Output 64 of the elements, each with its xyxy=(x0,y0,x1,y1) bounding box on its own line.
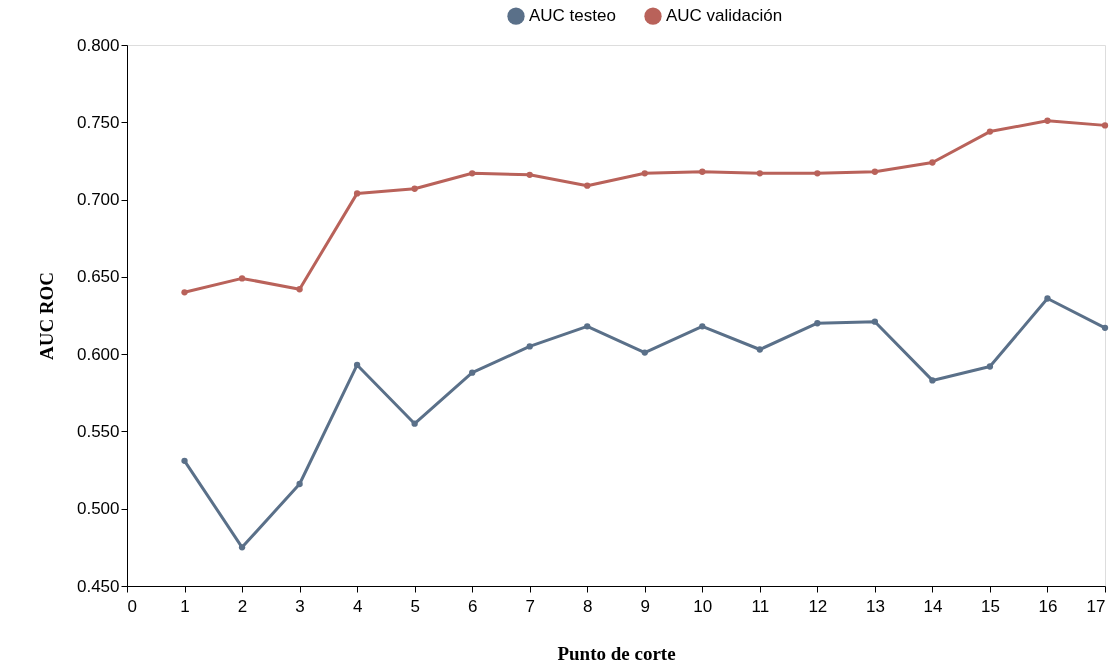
y-tick-label: 0.600 xyxy=(76,344,120,364)
point xyxy=(469,369,476,376)
x-tick-label: 11 xyxy=(751,596,770,616)
point xyxy=(238,275,246,282)
legend-label: AUC testeo xyxy=(529,6,616,26)
point xyxy=(929,159,936,166)
x-tick-label: 7 xyxy=(525,596,535,616)
x-tick-label: 9 xyxy=(640,596,650,616)
point xyxy=(411,185,418,192)
x-tick-label: 3 xyxy=(295,596,305,616)
y-tick-label: 0.650 xyxy=(76,267,120,287)
point xyxy=(353,190,361,197)
legend-label: AUC validación xyxy=(666,6,783,26)
x-tick-label: 5 xyxy=(410,596,420,616)
x-tick-label: 4 xyxy=(352,596,363,616)
point xyxy=(871,168,879,175)
point xyxy=(814,170,821,177)
y-tick-label: 0.750 xyxy=(76,112,120,132)
x-tick-label: 8 xyxy=(583,596,593,616)
x-tick-label: 13 xyxy=(865,596,885,616)
point xyxy=(469,170,476,177)
y-axis-title: AUC ROC xyxy=(35,271,57,361)
x-tick-label: 15 xyxy=(980,596,1000,616)
x-tick-label: 2 xyxy=(237,596,248,616)
point xyxy=(699,323,706,330)
point xyxy=(411,420,418,427)
point xyxy=(1101,324,1109,332)
point xyxy=(1101,122,1109,129)
point xyxy=(584,323,591,330)
point xyxy=(986,128,994,135)
point xyxy=(986,363,994,370)
x-axis-title: Punto de corte xyxy=(557,642,676,664)
y-tick-label: 0.500 xyxy=(76,499,120,519)
point xyxy=(526,171,533,178)
point xyxy=(181,457,188,464)
point xyxy=(296,286,303,293)
point xyxy=(871,318,879,325)
point xyxy=(238,544,246,551)
y-tick-label: 0.450 xyxy=(76,576,120,596)
x-tick-label: 16 xyxy=(1038,596,1058,616)
point xyxy=(526,343,533,350)
point xyxy=(1044,295,1051,302)
x-tick-label: 6 xyxy=(467,596,478,616)
y-tick-label: 0.700 xyxy=(76,190,120,210)
x-tick-label: 10 xyxy=(693,596,713,616)
point xyxy=(584,182,591,189)
point xyxy=(641,349,648,356)
point xyxy=(353,361,361,369)
point xyxy=(641,170,648,177)
x-tick-label: 1 xyxy=(180,596,190,616)
point xyxy=(699,168,706,175)
point xyxy=(929,377,936,384)
point xyxy=(181,289,188,296)
x-tick-label: 0 xyxy=(127,596,137,616)
point xyxy=(756,346,763,353)
y-tick-label: 0.550 xyxy=(76,421,120,441)
point xyxy=(1044,117,1051,124)
point xyxy=(296,480,303,488)
point xyxy=(756,170,763,177)
point xyxy=(814,320,821,327)
x-tick-label: 12 xyxy=(808,596,828,616)
x-tick-label: 14 xyxy=(923,596,943,616)
x-tick-label: 17 xyxy=(1086,596,1106,616)
y-tick-label: 0.800 xyxy=(76,35,120,55)
